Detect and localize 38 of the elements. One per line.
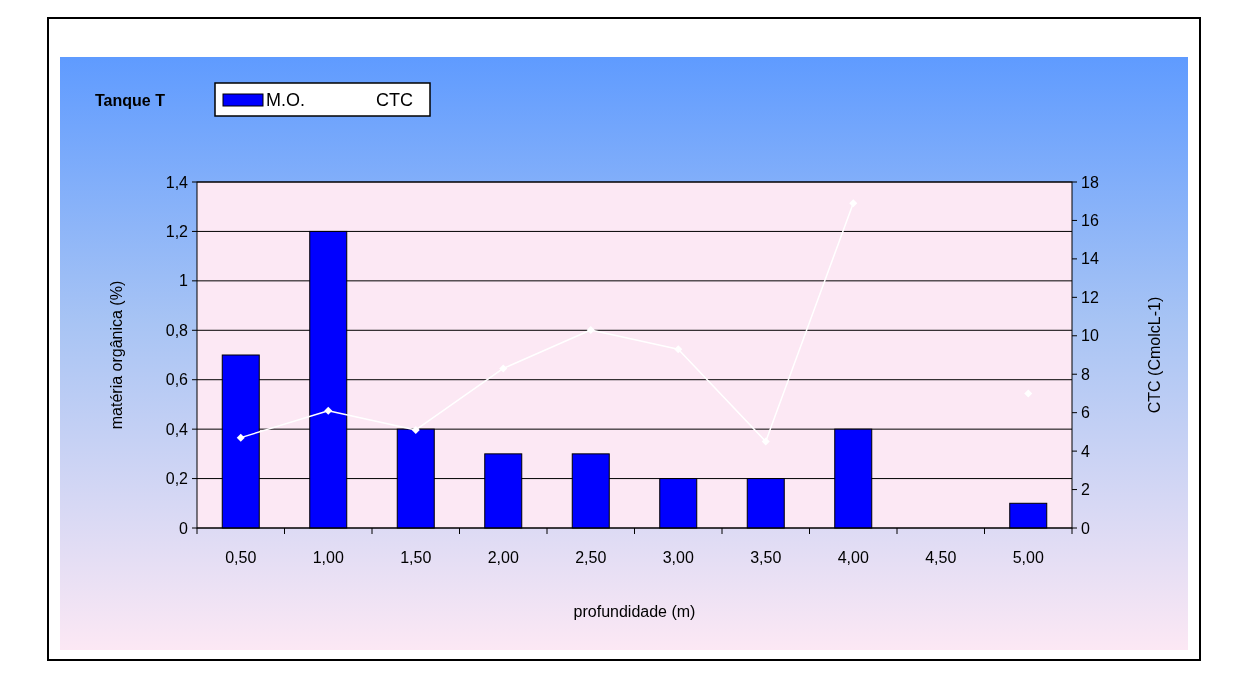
y-axis-title: matéria orgânica (%) bbox=[108, 280, 125, 430]
y-tick-label: 1,4 bbox=[165, 173, 189, 191]
y-tick-label: 0,4 bbox=[165, 420, 189, 438]
x-tick-label: 0,50 bbox=[225, 549, 257, 566]
y-tick-label: 0,8 bbox=[165, 321, 189, 339]
x-tick-label: 2,00 bbox=[487, 549, 519, 566]
y2-tick-label: 8 bbox=[1081, 365, 1090, 383]
y-tick-label: 1,2 bbox=[165, 223, 189, 241]
text: CTC bbox=[376, 90, 413, 111]
y2-tick-label: 14 bbox=[1081, 250, 1099, 268]
y-tick-label: 1 bbox=[179, 272, 189, 290]
y2-tick-label: 2 bbox=[1081, 481, 1090, 499]
y2-tick-label: 4 bbox=[1081, 442, 1090, 460]
y2-tick-label: 16 bbox=[1081, 212, 1099, 230]
x-tick-label: 3,50 bbox=[750, 549, 782, 566]
y2-axis-title: CTC (CmolcL-1) bbox=[1146, 296, 1163, 414]
y2-tick-label: 12 bbox=[1081, 288, 1099, 306]
x-tick-label: 2,50 bbox=[575, 549, 607, 566]
point bbox=[586, 326, 595, 335]
y2-tick-label: 0 bbox=[1081, 519, 1090, 537]
x-tick-label: 1,00 bbox=[312, 549, 344, 566]
y2-tick-label: 6 bbox=[1081, 404, 1090, 422]
x-tick-label: 4,50 bbox=[925, 549, 957, 566]
point bbox=[236, 433, 245, 442]
x-tick-label: 4,00 bbox=[837, 549, 869, 566]
legend-label: M.O. bbox=[266, 90, 305, 111]
y-tick-label: 0 bbox=[179, 519, 189, 537]
x-tick-label: 3,00 bbox=[662, 549, 694, 566]
y-tick-label: 0,6 bbox=[165, 371, 189, 389]
legend-title: Tanque T bbox=[95, 92, 166, 109]
y2-tick-label: 18 bbox=[1081, 173, 1099, 191]
x-tick-label: 1,50 bbox=[400, 549, 432, 566]
y-tick-label: 0,2 bbox=[165, 470, 189, 488]
point bbox=[324, 406, 333, 415]
x-tick-label: 5,00 bbox=[1012, 549, 1044, 566]
point bbox=[411, 425, 420, 434]
y2-tick-label: 10 bbox=[1081, 327, 1099, 345]
x-axis-title: profundidade (m) bbox=[573, 603, 696, 620]
